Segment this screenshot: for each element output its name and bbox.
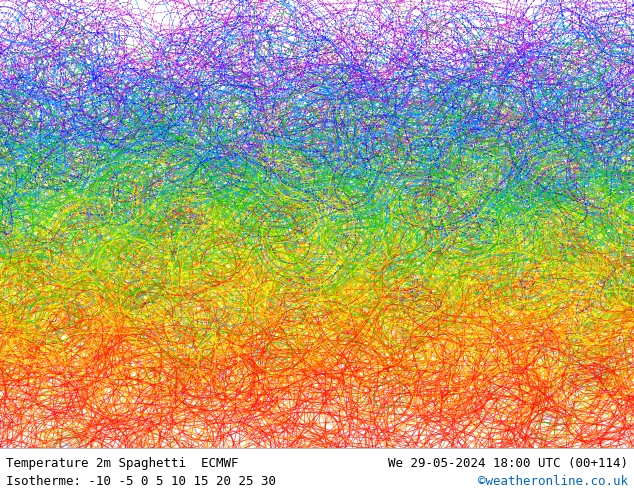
Text: Temperature 2m Spaghetti  ECMWF: Temperature 2m Spaghetti ECMWF (6, 457, 239, 470)
Text: Isotherme: -10 -5 0 5 10 15 20 25 30: Isotherme: -10 -5 0 5 10 15 20 25 30 (6, 475, 276, 488)
Text: ©weatheronline.co.uk: ©weatheronline.co.uk (477, 475, 628, 488)
Text: We 29-05-2024 18:00 UTC (00+114): We 29-05-2024 18:00 UTC (00+114) (387, 457, 628, 470)
